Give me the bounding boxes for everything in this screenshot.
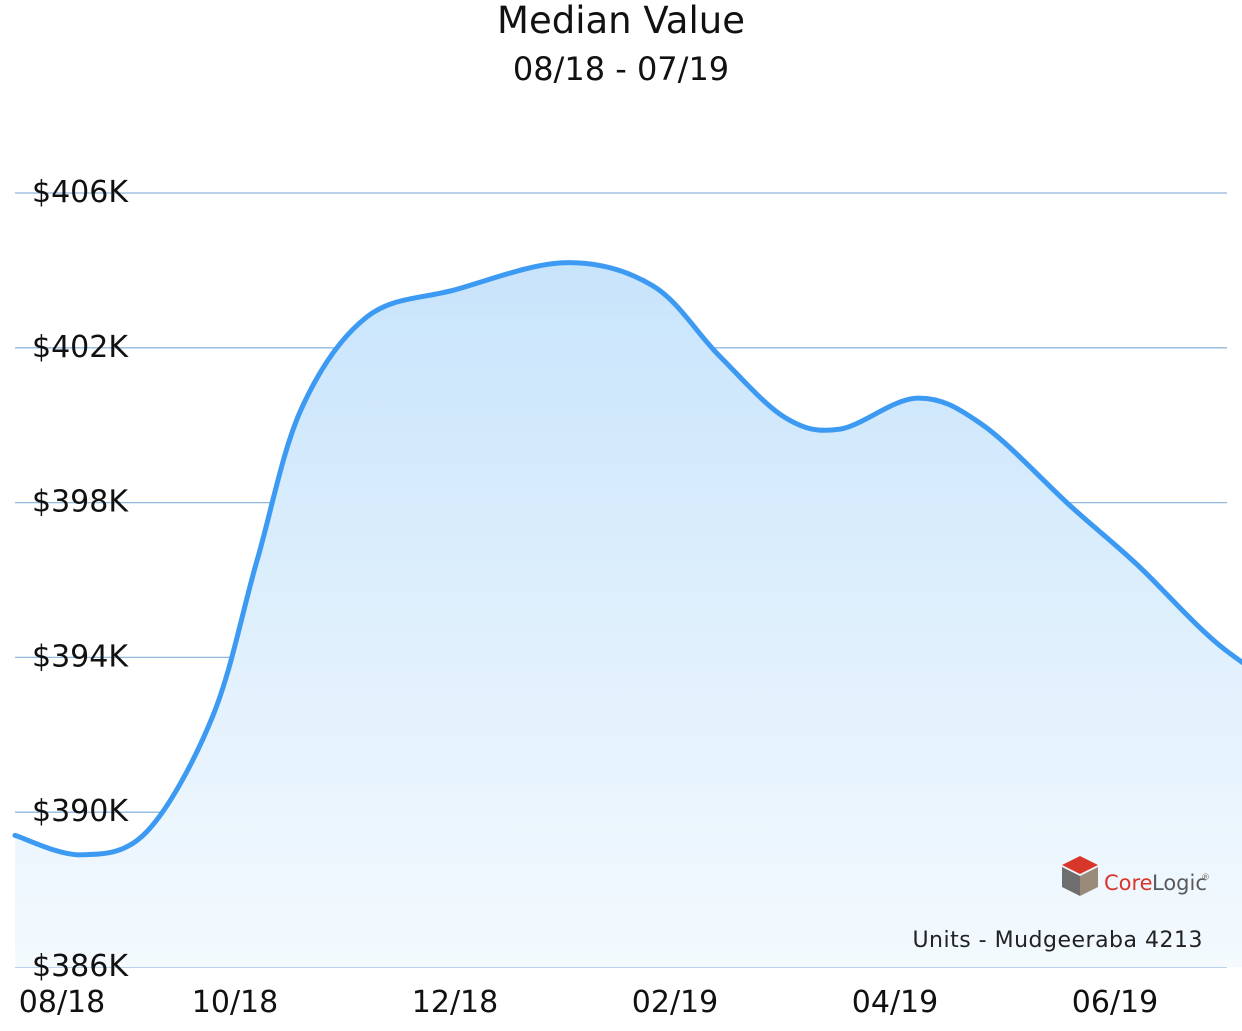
y-tick-label: $390K: [32, 794, 129, 829]
brand-name-logic: Logic: [1152, 871, 1207, 895]
y-tick-label: $402K: [32, 330, 129, 365]
chart-title: Median Value: [497, 0, 745, 42]
x-axis-ticks: 08/18 10/18 12/18 02/19 04/19 06/19: [19, 985, 1158, 1020]
x-tick-label: 02/19: [632, 985, 718, 1020]
x-tick-label: 12/18: [412, 985, 498, 1020]
y-tick-label: $398K: [32, 485, 129, 520]
corelogic-logo: Core Logic ®: [1062, 856, 1210, 896]
x-tick-label: 06/19: [1072, 985, 1158, 1020]
corelogic-cube-icon: [1062, 856, 1098, 896]
chart-footnote: Units - Mudgeeraba 4213: [912, 928, 1203, 953]
x-tick-label: 04/19: [852, 985, 938, 1020]
chart-subtitle: 08/18 - 07/19: [512, 50, 730, 88]
brand-name-core: Core: [1104, 871, 1153, 895]
series-area: [15, 262, 1242, 967]
x-tick-label: 10/18: [192, 985, 278, 1020]
y-tick-label: $406K: [32, 175, 129, 210]
y-tick-label: $386K: [32, 949, 129, 984]
y-tick-label: $394K: [32, 639, 129, 674]
series-line: [12, 260, 1242, 858]
x-tick-label: 08/18: [19, 985, 105, 1020]
brand-trademark: ®: [1201, 873, 1210, 883]
y-axis-ticks: $406K $402K $398K $394K $390K $386K: [32, 175, 129, 984]
